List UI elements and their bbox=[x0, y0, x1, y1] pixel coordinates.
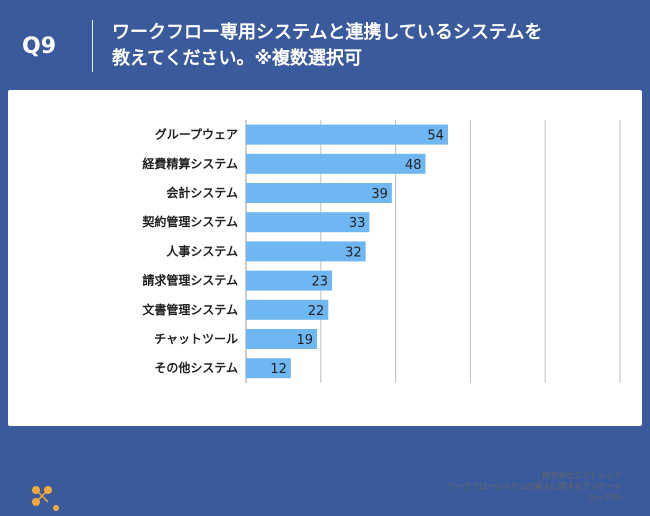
value-label: 12 bbox=[270, 362, 287, 377]
value-label: 39 bbox=[371, 187, 388, 202]
category-label: グループウェア bbox=[155, 127, 238, 142]
value-label: 19 bbox=[297, 333, 314, 348]
category-label: 会計システム bbox=[166, 185, 238, 200]
chart-card: グループウェア 54 経費精算システム 48 会計システム 39 契約管理システム 33 人事シ… bbox=[8, 90, 642, 511]
value-label: 32 bbox=[345, 245, 362, 260]
value-label: 48 bbox=[405, 158, 422, 173]
bar bbox=[246, 124, 448, 145]
bar bbox=[246, 329, 318, 349]
category-label: 経費精算システム bbox=[142, 156, 238, 171]
value-label: 33 bbox=[349, 216, 366, 231]
value-label: 23 bbox=[311, 275, 328, 290]
value-label: 22 bbox=[308, 304, 325, 319]
category-label: 請求管理システム bbox=[142, 273, 238, 288]
header-divider bbox=[92, 20, 93, 72]
bar bbox=[246, 241, 366, 262]
question-text: ワークフロー専用システムと連携しているシステムを 教えてください。※複数選択可 bbox=[112, 20, 632, 72]
value-label: 54 bbox=[427, 129, 444, 144]
survey-source: 株式会社エイトレッド ワークフローシステムの導入に関するアンケート (n=120… bbox=[447, 470, 622, 503]
category-label: その他システム bbox=[154, 360, 238, 375]
bar bbox=[246, 212, 370, 233]
question-line-1: ワークフロー専用システムと連携しているシステムを bbox=[112, 22, 543, 43]
atled-logo-text: ATLED bbox=[69, 486, 143, 507]
header-band: Q9 ワークフロー専用システムと連携しているシステムを 教えてください。※複数選… bbox=[0, 0, 650, 90]
bar bbox=[246, 270, 333, 291]
category-label: 文書管理システム bbox=[142, 302, 238, 317]
category-label: 契約管理システム bbox=[141, 214, 238, 229]
category-label: チャットツール bbox=[154, 332, 238, 346]
category-label: 人事システム bbox=[166, 243, 238, 258]
atled-logo: ATLED bbox=[28, 482, 148, 512]
question-line-2: 教えてください。※複数選択可 bbox=[112, 48, 363, 69]
source-company: 株式会社エイトレッド bbox=[542, 471, 622, 480]
atled-logo-icon bbox=[32, 486, 59, 511]
source-sample: (n=120) bbox=[588, 493, 622, 502]
source-survey: ワークフローシステムの導入に関するアンケート bbox=[446, 482, 622, 491]
bar-chart: グループウェア 54 経費精算システム 48 会計システム 39 契約管理システム 33 人事シ… bbox=[141, 120, 621, 383]
question-number: Q9 bbox=[22, 34, 57, 59]
bar bbox=[246, 183, 392, 203]
bar bbox=[246, 299, 329, 320]
bar bbox=[246, 153, 426, 174]
bar bbox=[246, 358, 291, 379]
